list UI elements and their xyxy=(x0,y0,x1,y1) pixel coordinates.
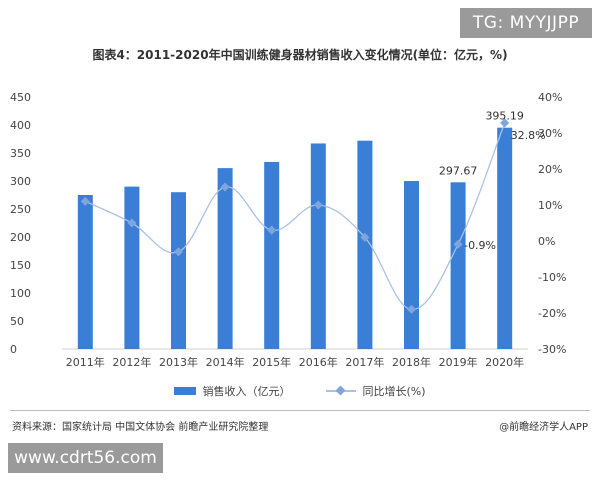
x-tick-label: 2013年 xyxy=(159,355,198,369)
legend-bar-swatch xyxy=(174,387,197,395)
x-tick-label: 2015年 xyxy=(252,355,291,369)
growth-point xyxy=(80,196,90,206)
x-tick-label: 2016年 xyxy=(299,355,338,369)
revenue-bar xyxy=(404,181,419,349)
revenue-bar xyxy=(171,192,186,349)
data-label: 297.67 xyxy=(439,164,478,177)
growth-line-layer xyxy=(80,118,510,314)
bars-layer xyxy=(77,127,513,349)
revenue-bar xyxy=(450,182,466,349)
revenue-bar xyxy=(77,195,93,349)
chart-title: 图表4：2011-2020年中国训练健身器材销售收入变化情况(单位：亿元，%) xyxy=(92,48,508,62)
x-tick-label: 2014年 xyxy=(206,355,245,369)
data-labels-layer: 297.67 395.19 -0.9% 32.8% xyxy=(439,110,546,253)
revenue-bar xyxy=(124,186,140,349)
growth-line xyxy=(85,122,506,311)
x-tick-label: 2020年 xyxy=(485,355,524,369)
y-left-tick-label: 400 xyxy=(10,119,31,132)
growth-point xyxy=(313,200,323,210)
site-watermark-badge: www.cdrt56.com xyxy=(8,443,163,473)
x-tick-label: 2011年 xyxy=(66,355,105,369)
y-right-tick-label: 40% xyxy=(538,91,562,104)
bar-line-chart: 0 50 100 150 200 250 300 350 400 450 -30% -20% -10% 0… xyxy=(10,91,566,369)
chart-legend: 销售收入（亿元） 同比增长(%) xyxy=(0,383,600,399)
brand-credit: @前瞻经济学人APP xyxy=(499,422,588,433)
revenue-bar xyxy=(357,140,373,349)
y-right-tick-label: -30% xyxy=(538,343,566,356)
data-label: 32.8% xyxy=(511,129,546,142)
y-left-tick-label: 350 xyxy=(10,147,31,160)
axes-layer: 0 50 100 150 200 250 300 350 400 450 -30% -20% -10% 0… xyxy=(10,91,566,369)
y-right-tick-label: 20% xyxy=(538,163,562,176)
legend-label-growth: 同比增长(%) xyxy=(362,385,426,398)
revenue-bar xyxy=(497,127,513,349)
y-left-tick-label: 50 xyxy=(10,315,24,328)
x-tick-label: 2018年 xyxy=(392,355,431,369)
y-right-tick-label: -20% xyxy=(538,307,566,320)
y-left-tick-label: 450 xyxy=(10,91,31,104)
y-left-tick-label: 200 xyxy=(10,231,31,244)
legend-line-swatch xyxy=(326,386,357,396)
data-label: 395.19 xyxy=(485,110,524,123)
x-tick-label: 2012年 xyxy=(112,355,151,369)
revenue-bar xyxy=(217,168,233,349)
growth-point xyxy=(406,304,417,314)
legend-item-growth: 同比增长(%) xyxy=(326,383,426,399)
y-right-tick-label: -10% xyxy=(538,271,566,284)
y-left-tick-label: 300 xyxy=(10,175,31,188)
telegram-watermark-badge: TG: MYYJJPP xyxy=(460,8,592,38)
legend-label-revenue: 销售收入（亿元） xyxy=(202,385,291,398)
revenue-bar xyxy=(310,143,326,349)
x-tick-label: 2017年 xyxy=(345,355,384,369)
y-left-tick-label: 150 xyxy=(10,259,31,272)
y-right-tick-label: 30% xyxy=(538,127,562,140)
y-right-tick-label: 10% xyxy=(538,199,562,212)
y-left-tick-label: 100 xyxy=(10,287,31,300)
y-left-tick-label: 0 xyxy=(10,343,17,356)
growth-point xyxy=(500,118,510,128)
source-note: 资料来源：国家统计局 中国文体协会 前瞻产业研究院整理 xyxy=(12,422,269,433)
legend-item-revenue: 销售收入（亿元） xyxy=(174,383,290,399)
growth-point xyxy=(360,232,370,242)
y-right-tick-label: 0% xyxy=(538,235,555,248)
x-tick-label: 2019年 xyxy=(439,355,478,369)
data-label: -0.9% xyxy=(464,239,496,252)
footer-divider xyxy=(10,410,590,411)
growth-point xyxy=(127,218,137,228)
y-left-tick-label: 250 xyxy=(10,203,31,216)
growth-point xyxy=(173,247,184,257)
revenue-bar xyxy=(264,161,280,349)
